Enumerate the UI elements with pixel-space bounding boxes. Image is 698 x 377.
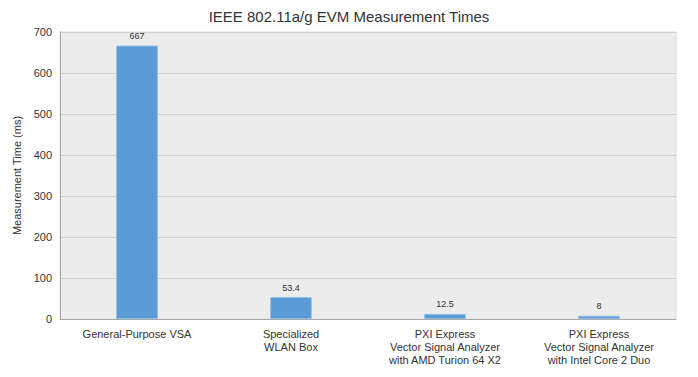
svg-text:500: 500 bbox=[34, 108, 52, 120]
svg-text:300: 300 bbox=[34, 190, 52, 202]
svg-text:IEEE 802.11a/g EVM Measurement: IEEE 802.11a/g EVM Measurement Times bbox=[209, 8, 490, 25]
svg-text:Measurement Time (ms): Measurement Time (ms) bbox=[11, 116, 23, 235]
svg-text:with AMD Turion 64 X2: with AMD Turion 64 X2 bbox=[388, 354, 501, 366]
svg-text:PXI Express: PXI Express bbox=[415, 328, 476, 340]
svg-text:PXI Express: PXI Express bbox=[569, 328, 630, 340]
svg-text:WLAN Box: WLAN Box bbox=[264, 341, 318, 353]
svg-text:Specialized: Specialized bbox=[263, 328, 319, 340]
svg-text:0: 0 bbox=[46, 313, 52, 325]
svg-text:General-Purpose VSA: General-Purpose VSA bbox=[83, 328, 192, 340]
svg-text:400: 400 bbox=[34, 149, 52, 161]
svg-text:Vector Signal Analyzer: Vector Signal Analyzer bbox=[390, 341, 500, 353]
svg-text:667: 667 bbox=[129, 31, 144, 41]
svg-text:700: 700 bbox=[34, 26, 52, 38]
svg-text:8: 8 bbox=[596, 301, 601, 311]
svg-text:with Intel Core 2 Duo: with Intel Core 2 Duo bbox=[547, 354, 651, 366]
svg-text:Vector Signal Analyzer: Vector Signal Analyzer bbox=[544, 341, 654, 353]
svg-text:100: 100 bbox=[34, 272, 52, 284]
svg-text:200: 200 bbox=[34, 231, 52, 243]
svg-text:600: 600 bbox=[34, 67, 52, 79]
svg-text:12.5: 12.5 bbox=[436, 299, 454, 309]
svg-text:53.4: 53.4 bbox=[282, 283, 300, 293]
